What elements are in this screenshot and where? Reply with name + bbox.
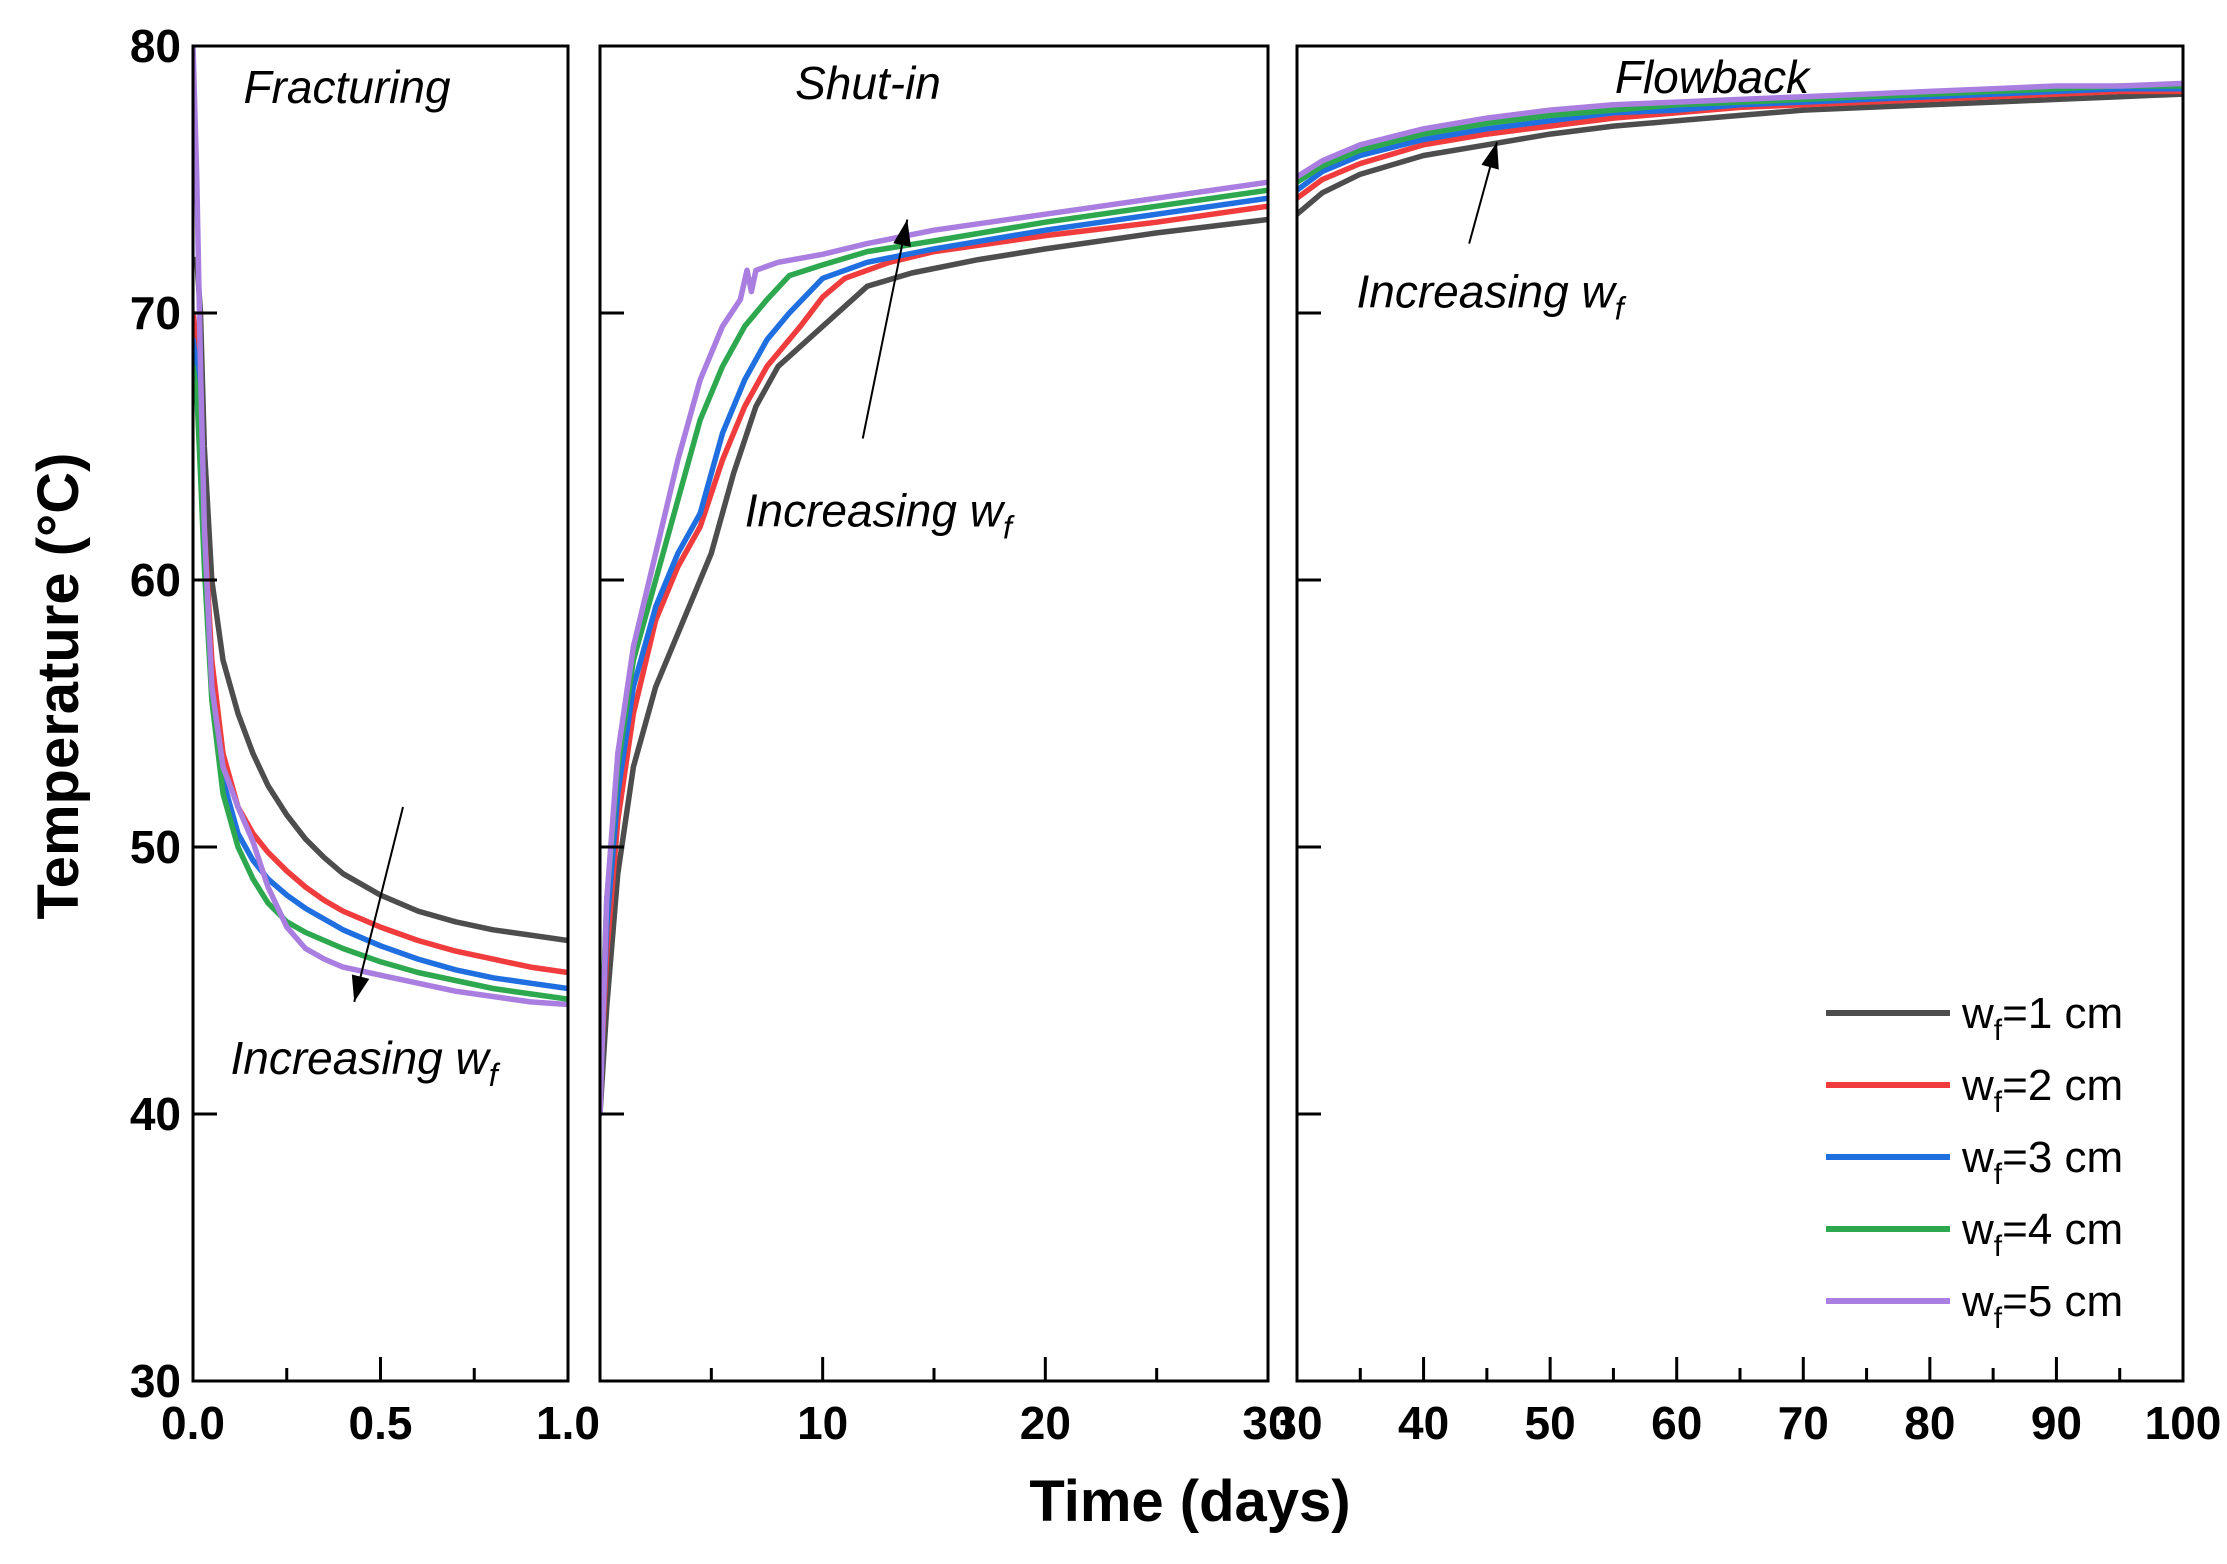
series-line-wf1 [1297,91,2183,217]
annotation-label: Increasing wf [745,485,1015,546]
legend-item-wf1: wf=1 cm [1826,989,2123,1047]
series-line-wf5 [600,179,1268,1117]
y-tick-label: 30 [130,1355,181,1407]
annotation-arrow-head [1481,142,1499,170]
legend-label: wf=3 cm [1961,1133,2123,1191]
phase-title: Flowback [1615,51,1811,103]
panel-frame [191,44,570,1383]
legend-label: wf=5 cm [1961,1277,2123,1335]
y-tick-label: 50 [130,821,181,873]
series-line-wf4 [600,187,1268,1091]
phase-title: Shut-in [795,57,941,109]
legend-item-wf5: wf=5 cm [1826,1277,2123,1335]
legend-item-wf2: wf=2 cm [1826,1061,2123,1119]
x-axis-title: Time (days) [1029,1469,1350,1534]
legend-label: wf=2 cm [1961,1061,2123,1119]
x-tick-label: 50 [1525,1397,1576,1449]
series-line-wf2 [600,203,1268,1091]
x-tick-label: 0.0 [161,1397,225,1449]
x-tick-label: 10 [797,1397,848,1449]
legend-item-wf3: wf=3 cm [1826,1133,2123,1191]
annotation-arrow-shaft [861,219,909,439]
x-tick-label: 1.0 [536,1397,600,1449]
x-tick-label: 70 [1778,1397,1829,1449]
x-tick-label: 0.5 [349,1397,413,1449]
x-tick-label: 30 [1242,1397,1293,1449]
annotation-label: Increasing wf [231,1032,501,1093]
y-tick-label: 80 [130,20,181,72]
y-axis-title: Temperature (°C) [26,453,91,920]
x-tick-label: 90 [2031,1397,2082,1449]
series-group [1297,80,2183,217]
legend: wf=1 cm wf=2 cm wf=3 cm wf=4 cm wf=5 cm [1826,989,2123,1335]
y-tick-label: 40 [130,1088,181,1140]
x-tick-label: 60 [1651,1397,1702,1449]
annotation-arrow-head [893,219,911,247]
series-line-wf4 [193,363,568,1002]
y-tick-label: 70 [130,287,181,339]
series-line-wf1 [600,216,1268,1117]
panel-flowback: 30 40 50 60 70 80 90 100 Flowback Increasing wf [1271,44,2222,1449]
x-tick-label: 40 [1398,1397,1449,1449]
panel-fracturing: 30 40 50 60 70 80 0.0 0.5 1.0 Fracturing Increasin… [130,20,600,1449]
panel-shut-in: 10 20 30 Shut-in Increasing wf [598,44,1294,1449]
series-group [600,179,1268,1117]
annotation-arrow-shaft [353,806,404,1003]
series-line-wf5 [1297,80,2183,180]
series-group [193,46,568,1008]
series-line-wf3 [193,336,568,992]
x-tick-label: 20 [1020,1397,1071,1449]
legend-label: wf=1 cm [1961,989,2123,1047]
x-tick-label: 80 [1904,1397,1955,1449]
annotation-arrow-head [351,974,370,1002]
annotation-label: Increasing wf [1356,266,1626,327]
legend-item-wf4: wf=4 cm [1826,1205,2123,1263]
series-line-wf5 [193,46,568,1008]
phase-title: Fracturing [243,61,450,113]
x-tick-label: 30 [1271,1397,1322,1449]
series-line-wf3 [600,195,1268,1091]
y-tick-label: 60 [130,554,181,606]
x-tick-label: 100 [2145,1397,2222,1449]
plot-panels: 30 40 50 60 70 80 0.0 0.5 1.0 Fracturing Increasin… [130,20,2222,1449]
legend-label: wf=4 cm [1961,1205,2123,1263]
